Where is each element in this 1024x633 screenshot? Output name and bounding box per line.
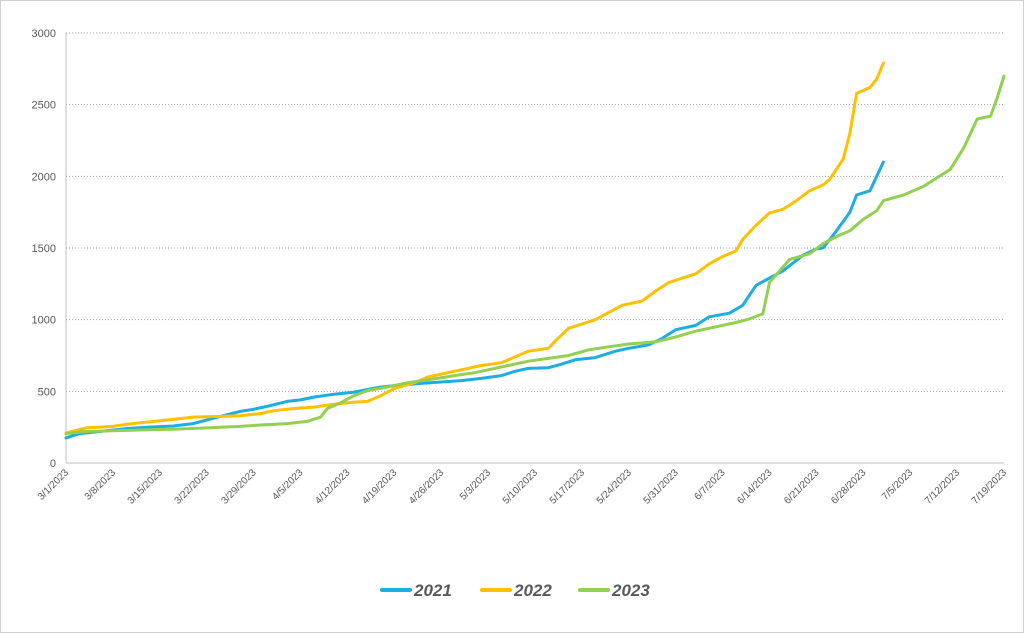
series-lines xyxy=(64,61,1006,440)
x-tick-label: 6/7/2023 xyxy=(692,467,728,503)
x-tick-label: 5/17/2023 xyxy=(548,467,588,507)
x-tick-label: 3/29/2023 xyxy=(219,467,259,507)
y-tick-label: 1000 xyxy=(32,315,56,327)
x-tick-label: 5/3/2023 xyxy=(458,467,494,503)
x-tick-label: 7/12/2023 xyxy=(923,467,963,507)
x-tick-label: 4/26/2023 xyxy=(407,467,447,507)
series-line-2023 xyxy=(64,74,1006,436)
x-tick-label: 3/15/2023 xyxy=(126,467,166,507)
x-axis-tick-labels: 3/1/2023 3/8/2023 3/15/2023 3/22/2023 3/29/2… xyxy=(36,467,1010,507)
legend-label-2023: 2023 xyxy=(611,581,650,600)
y-tick-label: 3000 xyxy=(32,28,56,40)
x-tick-label: 6/14/2023 xyxy=(735,467,775,507)
y-tick-label: 500 xyxy=(38,386,56,398)
x-tick-label: 3/22/2023 xyxy=(173,467,213,507)
y-tick-label: 0 xyxy=(50,458,56,470)
x-tick-label: 7/5/2023 xyxy=(880,467,916,503)
series-line-2022 xyxy=(64,61,885,435)
x-tick-label: 3/8/2023 xyxy=(83,467,119,503)
x-tick-label: 4/12/2023 xyxy=(313,467,353,507)
series-line-2021 xyxy=(64,160,885,440)
x-tick-label: 7/19/2023 xyxy=(970,467,1010,507)
x-tick-label: 5/10/2023 xyxy=(501,467,541,507)
x-tick-label: 4/5/2023 xyxy=(270,467,306,503)
x-tick-label: 6/21/2023 xyxy=(782,467,822,507)
legend-label-2022: 2022 xyxy=(513,581,552,600)
x-tick-label: 5/24/2023 xyxy=(595,467,635,507)
x-tick-label: 4/19/2023 xyxy=(360,467,400,507)
y-tick-label: 2500 xyxy=(32,100,56,112)
x-tick-label: 3/1/2023 xyxy=(36,467,72,503)
x-tick-label: 5/31/2023 xyxy=(642,467,682,507)
y-tick-label: 1500 xyxy=(32,243,56,255)
y-tick-label: 2000 xyxy=(32,171,56,183)
legend: 2021 2022 2023 xyxy=(380,581,650,600)
x-tick-label: 6/28/2023 xyxy=(829,467,869,507)
grid-lines xyxy=(65,32,1004,464)
y-axis-tick-labels: 0 500 1000 1500 2000 2500 3000 xyxy=(32,28,56,470)
legend-label-2021: 2021 xyxy=(413,581,452,600)
